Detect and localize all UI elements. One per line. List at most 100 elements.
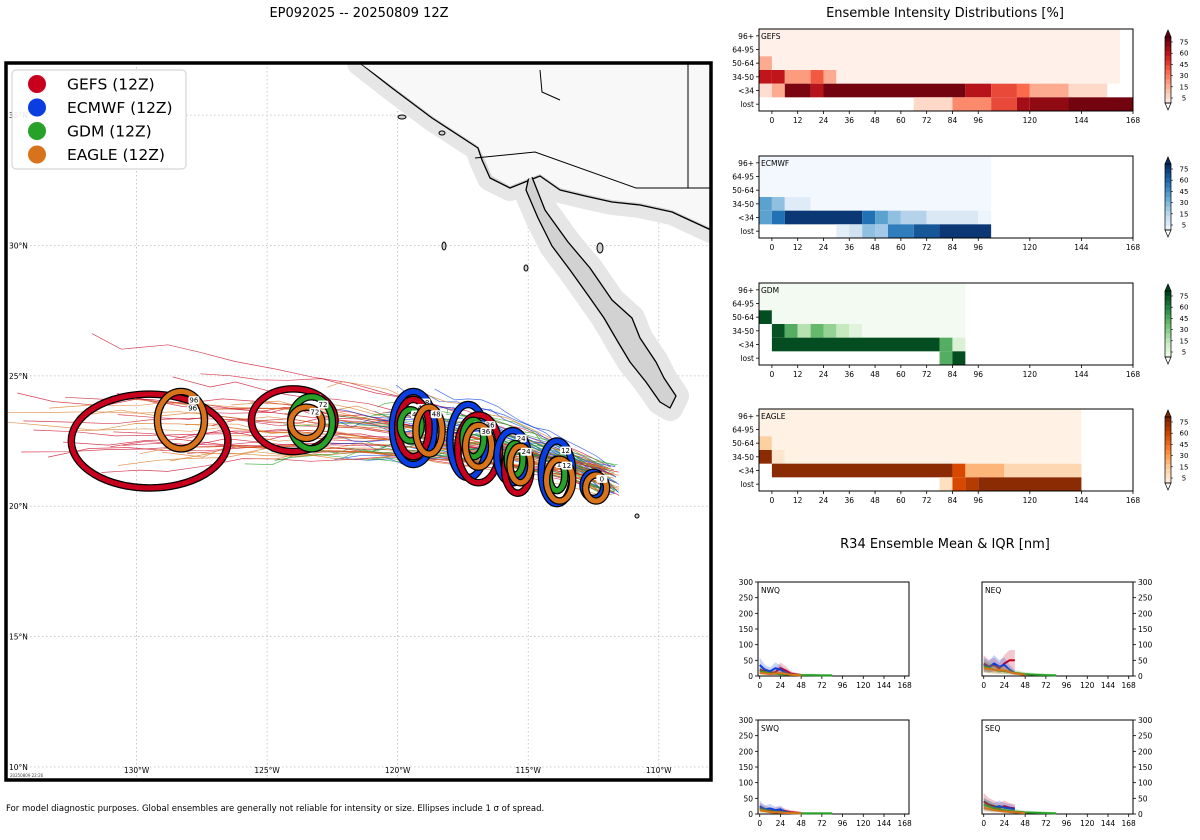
lon-tick-label: 110°W	[646, 766, 672, 775]
heatmap-row-label: 96+	[738, 159, 754, 168]
r34-x-tick: 24	[1000, 819, 1010, 828]
heatmap-row-label: <34	[738, 341, 754, 350]
heatmap-cell	[771, 324, 785, 338]
heatmap-row-label: 96+	[738, 412, 754, 421]
heatmap-cell	[875, 224, 888, 238]
heatmap-cell	[759, 210, 772, 225]
heatmap-cell	[952, 337, 966, 352]
heatmap-x-tick: 60	[896, 243, 906, 252]
colorbar-tick: 5	[1182, 222, 1186, 230]
colorbar-tick: 30	[1180, 72, 1189, 80]
heatmap-x-tick: 36	[845, 243, 855, 252]
heatmap-row-label: 96+	[738, 32, 754, 41]
ellipse-hour-bg	[515, 434, 527, 443]
heatmap-cell	[810, 197, 992, 211]
heatmap-cell	[849, 324, 863, 338]
heatmap-row-label: 34-50	[732, 327, 754, 336]
r34-frame	[981, 719, 1134, 815]
colorbar-tick: 15	[1180, 210, 1189, 218]
r34-x-tick: 168	[898, 681, 913, 690]
r34-x-tick: 168	[1122, 681, 1137, 690]
r34-mean-eagle	[983, 667, 1026, 676]
r34-mean-eagle	[983, 806, 1026, 815]
heatmap-cell	[823, 83, 966, 98]
r34-y-tick: 100	[1138, 641, 1153, 650]
ellipse-eagle	[544, 456, 576, 504]
r34-y-tick: 100	[739, 641, 754, 650]
colorbar-tick: 5	[1182, 95, 1186, 103]
heatmap-row-label: lost	[740, 480, 754, 489]
heatmap-cell	[965, 463, 1005, 478]
intensity-panel-gefs: GEFS 96+ 64-95 50-64 34-50 <34 lost 0 12 24 36 48 60…	[732, 28, 1189, 125]
heatmap-row-label: 96+	[738, 286, 754, 295]
lon-tick-label: 115°W	[515, 766, 541, 775]
r34-y-tick: 50	[1138, 794, 1148, 803]
heatmap-row-label: 50-64	[732, 59, 754, 68]
r34-x-tick: 0	[981, 681, 986, 690]
heatmap-frame	[758, 28, 1134, 112]
ellipse-eagle	[288, 404, 325, 441]
r34-y-tick: 250	[739, 594, 754, 603]
heatmap-x-tick: 120	[1023, 116, 1038, 125]
r34-y-tick: 200	[739, 609, 754, 618]
heatmap-x-tick: 24	[819, 243, 829, 252]
legend-marker	[28, 98, 46, 117]
heatmap-x-tick: 36	[845, 496, 855, 505]
r34-x-tick: 144	[1101, 819, 1116, 828]
r34-mean-eagle	[759, 809, 802, 815]
legend-marker	[28, 122, 46, 140]
r34-x-tick: 96	[1062, 819, 1072, 828]
r34-panel-swq: SWQ 0 24 48 72 96 120 144 168 0 50 100 150 200 250 300	[739, 716, 912, 828]
r34-y-tick: 50	[743, 794, 753, 803]
heatmap-cell	[836, 324, 850, 338]
r34-x-tick: 72	[1041, 681, 1051, 690]
r34-y-tick: 100	[739, 779, 754, 788]
heatmap-x-tick: 60	[896, 370, 906, 379]
heatmap-row-label: <34	[738, 87, 754, 96]
heatmap-cell	[771, 310, 966, 324]
heatmap-cell	[759, 450, 772, 464]
timestamp-stamp: 20250809 22:26	[10, 773, 44, 778]
r34-panel-name: SWQ	[761, 724, 779, 733]
colorbar-tick: 45	[1180, 61, 1189, 69]
heatmap-cell	[810, 83, 824, 98]
heatmap-frame	[758, 282, 1134, 366]
heatmap-x-tick: 12	[793, 496, 803, 505]
r34-mean-eagle	[759, 671, 802, 677]
heatmap-cell	[759, 422, 1082, 437]
legend-label: EAGLE (12Z)	[67, 146, 165, 164]
r34-iqr-eagle	[983, 662, 1026, 676]
heatmap-x-tick: 168	[1126, 243, 1141, 252]
heatmap-row-label: 64-95	[732, 426, 754, 435]
heatmap-cell	[849, 224, 863, 238]
heatmap-cell	[784, 450, 1082, 464]
heatmap-cell	[913, 224, 940, 238]
ellipse-hour-bg	[430, 410, 442, 419]
colorbar-tick: 15	[1180, 337, 1189, 345]
lon-tick-label: 130°W	[124, 766, 150, 775]
heatmap-cell	[810, 70, 824, 84]
r34-x-tick: 48	[796, 819, 806, 828]
ellipse-hour-bg	[560, 446, 572, 455]
heatmap-cell	[823, 70, 837, 84]
heatmap-row-label: 34-50	[732, 200, 754, 209]
ellipse-eagle	[507, 443, 534, 486]
heatmap-row-label: 64-95	[732, 300, 754, 309]
ellipse-gefs	[68, 391, 231, 491]
r34-x-tick: 0	[757, 681, 762, 690]
heatmap-cell	[1068, 83, 1108, 98]
colorbar-tick: 45	[1180, 188, 1189, 196]
r34-y-tick: 0	[1138, 672, 1143, 681]
heatmap-cell	[759, 70, 772, 84]
heatmap-x-tick: 96	[973, 370, 983, 379]
r34-title: R34 Ensemble Mean & IQR [nm]	[840, 537, 1050, 552]
r34-x-tick: 120	[1080, 681, 1095, 690]
heatmap-x-tick: 168	[1126, 116, 1141, 125]
heatmap-cell	[1004, 463, 1082, 478]
colorbar-tick: 45	[1180, 315, 1189, 323]
heatmap-x-tick: 84	[948, 116, 958, 125]
r34-frame	[981, 581, 1134, 677]
heatmap-cell	[771, 463, 953, 478]
